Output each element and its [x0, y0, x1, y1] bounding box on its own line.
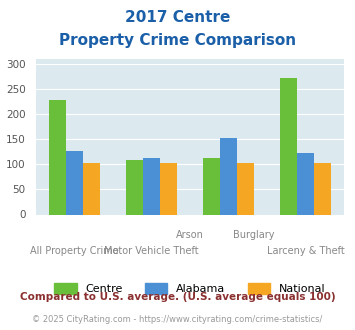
Bar: [220, 139, 237, 214]
Bar: [314, 163, 331, 214]
Bar: [237, 163, 254, 214]
Bar: [126, 160, 143, 214]
Bar: [297, 153, 314, 214]
Text: Compared to U.S. average. (U.S. average equals 100): Compared to U.S. average. (U.S. average …: [20, 292, 335, 302]
Text: Property Crime Comparison: Property Crime Comparison: [59, 33, 296, 48]
Text: Burglary: Burglary: [234, 230, 275, 240]
Text: 2017 Centre: 2017 Centre: [125, 10, 230, 25]
Bar: [203, 158, 220, 215]
Bar: [83, 163, 100, 214]
Text: Arson: Arson: [176, 230, 204, 240]
Bar: [143, 158, 160, 215]
Bar: [280, 79, 297, 214]
Legend: Centre, Alabama, National: Centre, Alabama, National: [50, 279, 330, 299]
Bar: [160, 163, 177, 214]
Bar: [66, 151, 83, 214]
Text: All Property Crime: All Property Crime: [30, 246, 119, 255]
Bar: [49, 100, 66, 214]
Text: Larceny & Theft: Larceny & Theft: [267, 246, 345, 255]
Text: Motor Vehicle Theft: Motor Vehicle Theft: [104, 246, 199, 255]
Text: © 2025 CityRating.com - https://www.cityrating.com/crime-statistics/: © 2025 CityRating.com - https://www.city…: [32, 315, 323, 324]
